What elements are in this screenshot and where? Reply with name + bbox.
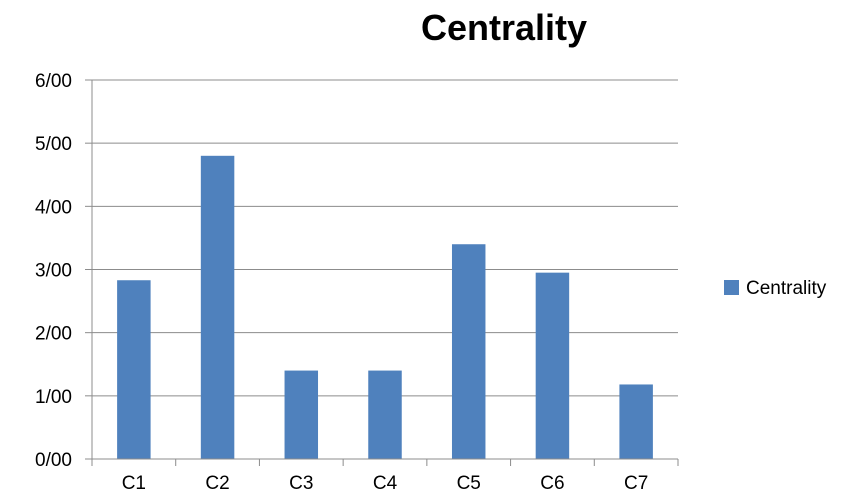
bar-c4 bbox=[368, 370, 402, 459]
x-tick-label: C7 bbox=[624, 473, 648, 494]
x-tick-label: C2 bbox=[205, 473, 229, 494]
bar-c2 bbox=[200, 155, 235, 460]
legend-swatch bbox=[724, 280, 739, 295]
grid-lines bbox=[92, 79, 678, 397]
bar-c5 bbox=[451, 244, 486, 459]
y-tick-label: 5/00 bbox=[35, 134, 72, 155]
bar-c7 bbox=[619, 384, 653, 459]
y-axis: 0/00 1/00 2/00 3/00 4/00 5/00 6/00 bbox=[35, 71, 93, 471]
x-axis: C1 C2 C3 C4 C5 C6 C7 bbox=[91, 458, 679, 494]
legend: Centrality bbox=[724, 278, 827, 299]
bar-c6 bbox=[535, 272, 570, 459]
bars bbox=[117, 155, 653, 460]
y-tick-label: 0/00 bbox=[35, 450, 72, 471]
y-tick-label: 3/00 bbox=[35, 261, 72, 282]
x-tick-label: C6 bbox=[540, 473, 564, 494]
y-tick-label: 4/00 bbox=[35, 197, 72, 218]
legend-label: Centrality bbox=[746, 278, 827, 299]
chart-title: Centrality bbox=[421, 7, 587, 48]
y-tick-label: 6/00 bbox=[35, 71, 72, 92]
x-tick-label: C4 bbox=[373, 473, 398, 494]
x-tick-label: C3 bbox=[289, 473, 313, 494]
x-tick-label: C1 bbox=[122, 473, 146, 494]
y-tick-label: 1/00 bbox=[35, 387, 72, 408]
bar-c3 bbox=[284, 370, 319, 459]
x-tick-label: C5 bbox=[457, 473, 481, 494]
y-tick-label: 2/00 bbox=[35, 324, 72, 345]
bar-c1 bbox=[117, 280, 151, 459]
